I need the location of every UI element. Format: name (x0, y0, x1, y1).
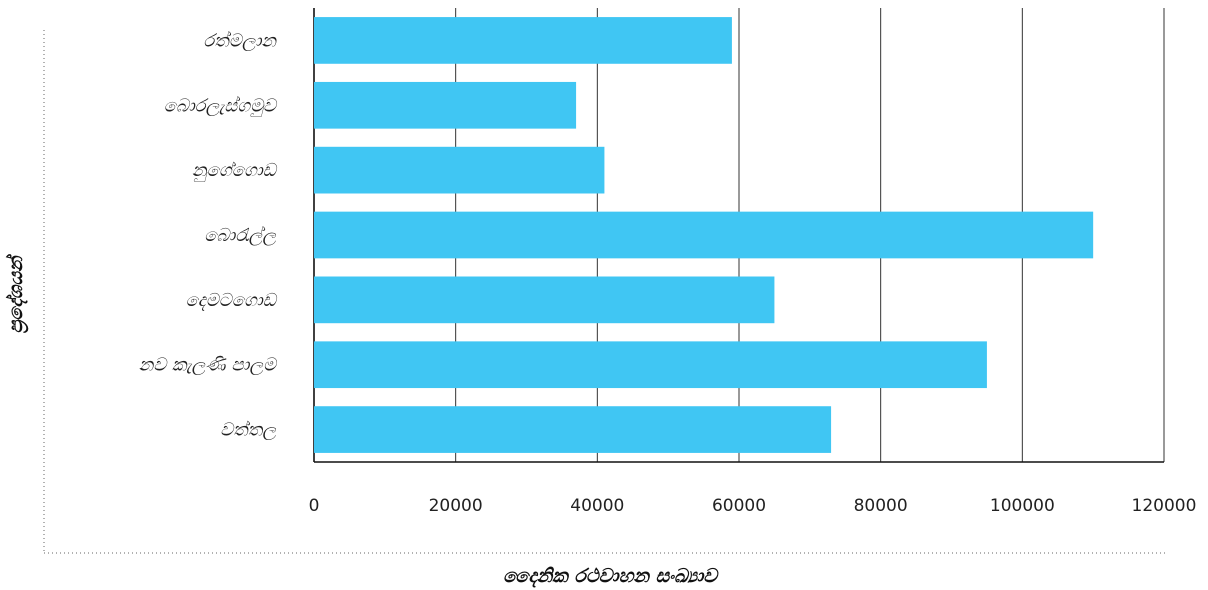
x-axis-title: දෛනික රථවාහන සංඛ්‍යාව (503, 565, 719, 588)
x-tick-label: 20000 (429, 496, 483, 516)
bar (314, 341, 987, 389)
x-tick-label: 60000 (712, 496, 766, 516)
bar (314, 17, 732, 64)
category-labels: රත්මලාන බොරලැස්ගමුව නුගේගොඩ බොරැල්ල දෙමටගොඩ න… (139, 30, 278, 440)
y-axis-title: ප්‍රදේශයන් (5, 253, 29, 333)
x-tick-labels: 0 20000 40000 60000 80000 100000 120000 (309, 496, 1197, 516)
category-label: වත්තල (220, 420, 277, 441)
category-label: නුගේගොඩ (192, 160, 278, 182)
bar (314, 81, 577, 129)
category-label: බොරලැස්ගමුව (164, 95, 278, 117)
x-tick-label: 120000 (1132, 496, 1197, 516)
category-label: නව කැලණි පාලම (139, 355, 278, 376)
x-tick-label: 100000 (990, 496, 1055, 516)
category-label: බොරැල්ල (204, 225, 277, 246)
bar (314, 146, 605, 194)
category-label: දෙමටගොඩ (185, 290, 277, 311)
bar (314, 211, 1094, 259)
bars (314, 17, 1094, 453)
bar (314, 276, 775, 324)
category-label: රත්මලාන (203, 30, 277, 51)
x-tick-label: 40000 (570, 496, 624, 516)
bar (314, 406, 832, 453)
x-tick-label: 80000 (854, 496, 908, 516)
x-tick-label: 0 (309, 496, 320, 516)
